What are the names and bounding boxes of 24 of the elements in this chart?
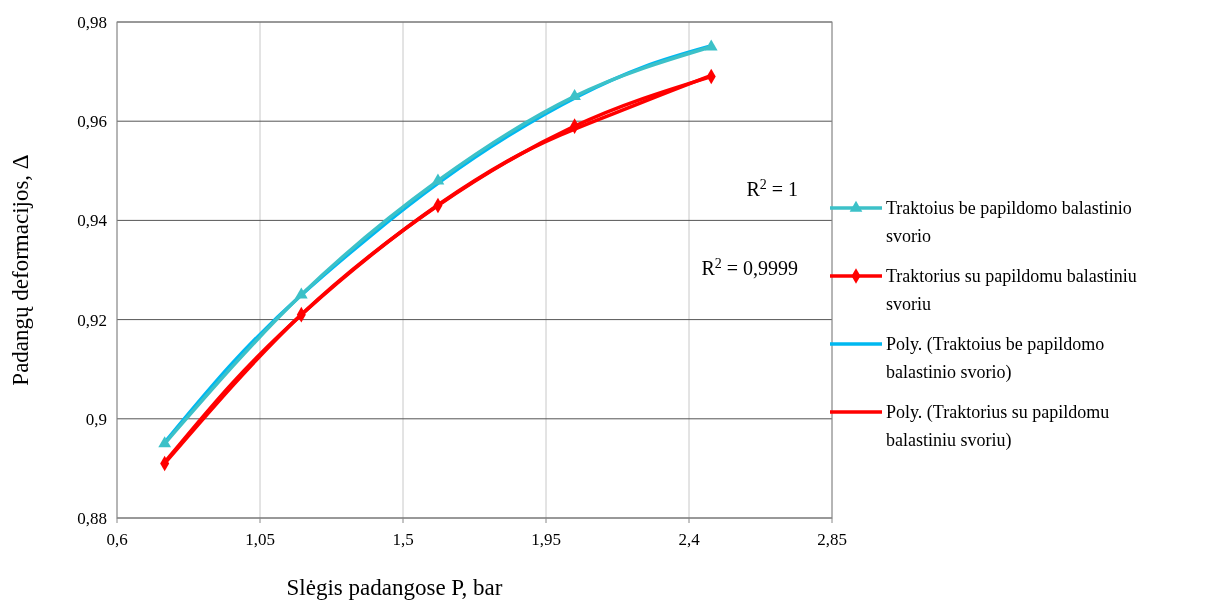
legend-label: Traktorius su papildomu balastiniu svoriu <box>886 266 1137 314</box>
legend-label: Traktoius be papildomo balastinio svorio <box>886 198 1132 246</box>
y-tick-label: 0,96 <box>77 112 107 132</box>
x-axis-title: Slėgis padangose P, bar <box>286 575 503 600</box>
x-tick-label: 2,4 <box>678 530 701 549</box>
y-tick-label: 0,9 <box>85 409 107 429</box>
legend-label: Poly. (Traktoius be papildomo balastinio svorio) <box>886 334 1105 383</box>
legend-label: Poly. (Traktorius su papildomu balastiniu svoriu) <box>886 402 1110 451</box>
y-tick-label: 0,98 <box>77 13 107 32</box>
y-axis-title: Padangų deformacijos, Δ <box>8 154 33 386</box>
x-tick-label: 1,95 <box>531 530 561 549</box>
point <box>704 39 718 51</box>
point <box>158 436 172 448</box>
point <box>431 173 445 185</box>
y-tick-label: 0,92 <box>77 310 107 330</box>
x-tick-label: 0,6 <box>106 530 128 549</box>
x-tick-label: 1,5 <box>392 530 414 549</box>
x-tick-label: 2,85 <box>817 530 847 549</box>
y-tick-label: 0,94 <box>77 211 108 231</box>
point <box>294 287 308 299</box>
annotation: R$^{2}$ = 1 <box>746 176 798 200</box>
y-tick-label: 0,88 <box>77 509 107 528</box>
x-tick-label: 1,05 <box>245 530 275 549</box>
annotation: R$^{2}$ = 0,9999 <box>701 255 798 279</box>
